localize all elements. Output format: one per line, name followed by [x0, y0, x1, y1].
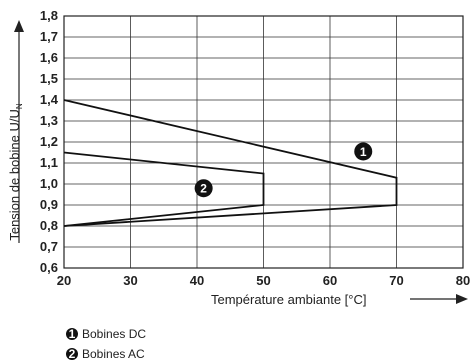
- y-tick-label: 1,5: [40, 71, 58, 86]
- curve-marker-text-2: 2: [200, 182, 207, 196]
- y-tick-label: 1,1: [40, 155, 58, 170]
- y-axis-label: Tension de bobine U/UN: [7, 103, 24, 241]
- y-tick-label: 0,9: [40, 197, 58, 212]
- legend-marker-2-text: 2: [69, 347, 76, 361]
- y-axis-arrow-head: [14, 20, 24, 32]
- x-axis-arrow-head: [456, 294, 468, 304]
- y-tick-label: 0,8: [40, 218, 58, 233]
- y-tick-label: 1,2: [40, 134, 58, 149]
- x-axis-label-group: Température ambiante [°C]: [211, 292, 468, 307]
- series-line-1: [63, 99, 398, 227]
- x-tick-label: 60: [323, 273, 337, 288]
- y-ticks: 0,6 0,7 0,8 0,9 1,0 1,1 1,2 1,3 1,4 1,5 1,6 1,7 1,8: [40, 8, 59, 275]
- x-tick-label: 20: [57, 273, 71, 288]
- y-axis-label-subscript: N: [15, 103, 24, 109]
- y-tick-label: 0,7: [40, 239, 58, 254]
- x-tick-label: 70: [389, 273, 403, 288]
- y-tick-label: 1,6: [40, 50, 58, 65]
- legend-label-dc: Bobines DC: [82, 327, 146, 341]
- legend-marker-2: [66, 348, 78, 360]
- x-ticks: 20 30 40 50 60 70 80: [57, 273, 470, 288]
- curve-markers: 12: [194, 142, 373, 198]
- x-tick-label: 30: [123, 273, 137, 288]
- legend-marker-1: [66, 328, 78, 340]
- y-tick-label: 1,8: [40, 8, 58, 23]
- legend-item-dc: 1 Bobines DC: [66, 327, 146, 341]
- y-tick-label: 1,4: [40, 92, 59, 107]
- y-tick-label: 1,3: [40, 113, 58, 128]
- y-tick-label: 0,6: [40, 260, 58, 275]
- curve-marker-1: [354, 142, 373, 161]
- y-tick-label: 1,0: [40, 176, 58, 191]
- x-tick-label: 50: [256, 273, 270, 288]
- legend: 1 Bobines DC 2 Bobines AC: [66, 327, 146, 361]
- y-tick-label: 1,7: [40, 29, 58, 44]
- y-axis-label-group: Tension de bobine U/UN: [7, 20, 24, 243]
- plot-frame: [63, 15, 464, 269]
- x-tick-label: 40: [190, 273, 204, 288]
- x-tick-label: 80: [456, 273, 470, 288]
- series-line-2: [63, 151, 265, 227]
- legend-item-ac: 2 Bobines AC: [66, 347, 145, 361]
- y-axis-label-main: Tension de bobine U/U: [7, 109, 22, 241]
- grid: [63, 15, 464, 269]
- legend-marker-1-text: 1: [69, 327, 76, 341]
- legend-label-ac: Bobines AC: [82, 347, 145, 361]
- series-lines: [63, 99, 398, 227]
- curve-marker-text-1: 1: [360, 145, 367, 159]
- x-axis-label: Température ambiante [°C]: [211, 292, 367, 307]
- curve-marker-2: [194, 179, 213, 198]
